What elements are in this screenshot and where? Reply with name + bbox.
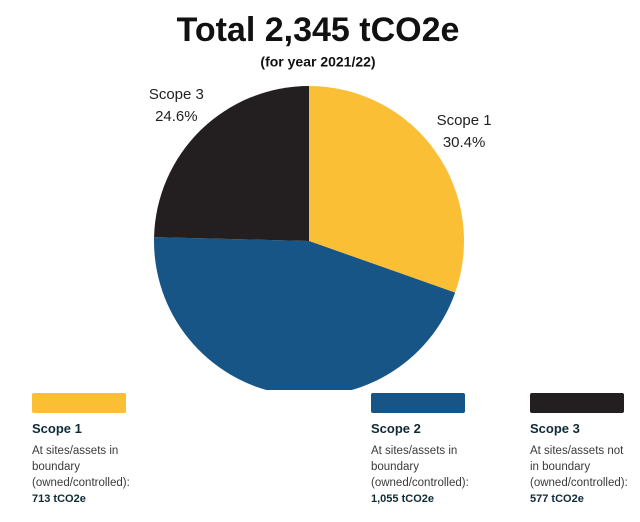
chart-subtitle: (for year 2021/22) (260, 54, 375, 70)
legend-name: Scope 2 (371, 421, 421, 436)
legend-description: At sites/assets not in boundary (owned/c… (530, 445, 628, 489)
legend-amount: 1,055 tCO2e (371, 493, 434, 505)
legend-amount: 713 tCO2e (32, 493, 86, 505)
pie-slice (154, 86, 309, 241)
pie-slice (154, 237, 456, 390)
pie-slice (309, 86, 465, 293)
legend-swatch (371, 393, 465, 413)
slice-label: Scope 3 (149, 86, 204, 103)
legend-name: Scope 1 (32, 421, 82, 436)
chart: Total 2,345 tCO2e (for year 2021/22) Sco… (149, 11, 492, 390)
slice-value-label: 30.4% (443, 134, 486, 151)
legend-amount: 577 tCO2e (530, 493, 584, 505)
legend-description: At sites/assets in boundary (owned/contr… (32, 445, 130, 489)
legend-description: At sites/assets in boundary (owned/contr… (371, 445, 469, 489)
legend-name: Scope 3 (530, 421, 580, 436)
legend-swatch (530, 393, 624, 413)
slice-label: Scope 1 (437, 112, 492, 129)
slice-value-label: 24.6% (155, 108, 198, 125)
legend-card: Scope 1 At sites/assets in boundary (own… (32, 393, 137, 507)
legend-card: Scope 2 At sites/assets in boundary (own… (371, 393, 476, 507)
legend-card: Scope 3 At sites/assets not in boundary … (530, 393, 635, 507)
legend-swatch (32, 393, 126, 413)
chart-title: Total 2,345 tCO2e (177, 11, 460, 49)
